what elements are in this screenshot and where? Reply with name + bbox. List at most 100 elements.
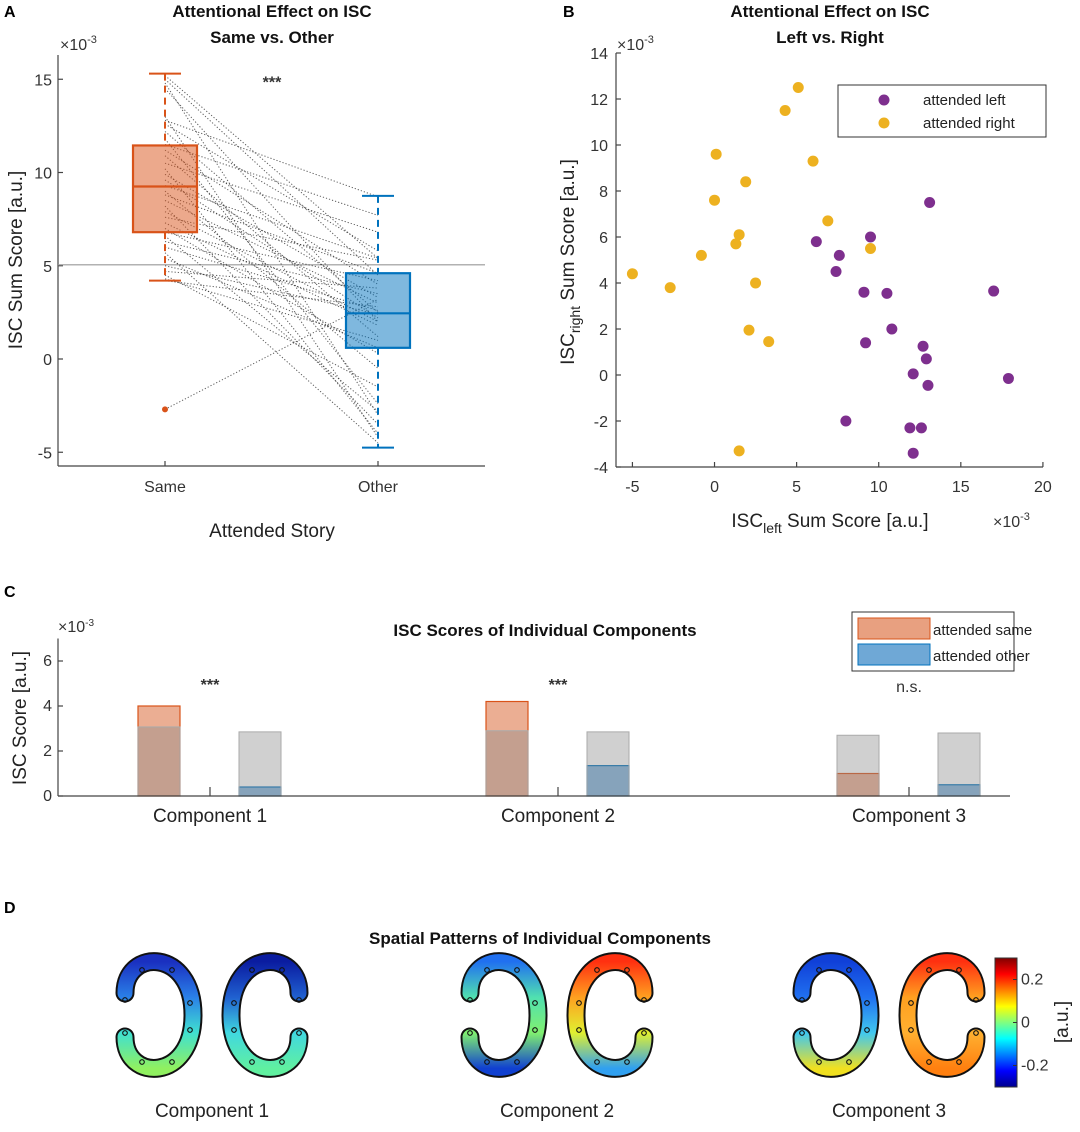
electrode-marker [846,1059,852,1065]
bar-chance-level [586,731,630,797]
electrode-marker [532,1027,538,1033]
electrode-marker [169,967,175,973]
panel-b-y-tick-label: -4 [594,460,608,477]
panel-b-x-axis-label: ISCleft Sum Score [a.u.] [731,511,928,536]
paired-subject-line [164,162,379,233]
bar-chance-level [836,734,880,797]
scatter-point-attended-left [858,286,870,298]
colorbar-tick-label: 0.2 [1021,972,1043,989]
panel-b-y-tick-label: 14 [590,46,608,63]
panel-a-x-tick-label: Other [358,479,399,496]
box-other [344,272,412,349]
bar-chance-level [485,730,529,797]
significance-marker: *** [201,677,220,694]
paired-subject-line [164,173,379,298]
paired-subject-line [164,185,379,259]
panel-c-legend: attended same attended other [851,611,1032,672]
panel-b-y-tick-label: 0 [599,368,608,385]
box-same [131,144,199,234]
paired-subject-line [164,149,379,285]
electrode-marker [122,997,128,1003]
scatter-point-attended-left [833,249,845,261]
scatter-point-attended-right [733,229,745,241]
legend-marker-attended-left [878,94,890,106]
colorbar-tick-label: -0.2 [1021,1058,1049,1075]
legend-swatch-attended-same [857,617,931,640]
legend-label-attended-left: attended left [923,92,1006,109]
electrode-marker [594,1059,600,1065]
electrode-marker [279,967,285,973]
ear-topography [568,954,652,1076]
panel-b-y-axis-label: ISCright Sum Score [a.u.] [558,159,583,365]
paired-subject-line [164,116,379,438]
electrode-marker [973,997,979,1003]
panel-b-x-tick-label: -5 [625,479,639,496]
panel-b-y-tick-label: 2 [599,322,608,339]
panel-a-y-multiplier: ×10-3 [60,34,97,54]
scatter-point-attended-right [822,215,834,227]
electrode-marker [249,967,255,973]
significance-marker: *** [549,677,568,694]
electrode-marker [624,1059,630,1065]
paired-subject-line [164,190,379,369]
paired-subject-line [164,75,379,259]
panel-b-y-tick-label: 8 [599,184,608,201]
paired-subject-line [164,216,379,261]
panel-b-x-multiplier: ×10-3 [993,511,1030,531]
panel-a-y-tick-label: 10 [34,166,52,183]
paired-subject-line [164,78,379,276]
electrode-marker [926,967,932,973]
electrode-marker [467,997,473,1003]
scatter-point-attended-left [881,287,893,299]
panel-c-title: ISC Scores of Individual Components [393,621,696,640]
paired-subject-line [164,235,379,412]
panel-a-title-line1: Attentional Effect on ISC [172,2,371,21]
panel-b-y-tick-label: 10 [590,138,608,155]
ear-topography [794,954,878,1076]
electrode-marker [296,997,302,1003]
bar-attended-same [485,700,529,797]
electrode-marker [187,1000,193,1006]
paired-subject-line [164,200,379,304]
panel-c-x-tick-label: Component 1 [153,806,267,827]
topoplot-right-ear [898,952,986,1078]
electrode-marker [484,1059,490,1065]
paired-subject-line [164,231,379,282]
bar-chance-level [238,731,282,797]
ear-topography [223,954,307,1076]
ear-topography [462,954,546,1076]
panel-b-title-line2: Left vs. Right [776,28,884,47]
panel-a-y-tick-label: 5 [43,259,52,276]
electrode-marker [908,1027,914,1033]
scatter-point-attended-left [810,236,822,248]
electrode-marker [187,1027,193,1033]
electrode-marker [514,967,520,973]
electrode-marker [816,967,822,973]
panel-label-c: C [4,584,16,601]
electrode-marker [532,1000,538,1006]
panel-b-y-tick-label: -2 [594,414,608,431]
scatter-point-attended-left [920,353,932,365]
electrode-marker [576,1027,582,1033]
panel-b-y-multiplier: ×10-3 [617,34,654,54]
electrode-marker [169,1059,175,1065]
topoplot-left-ear [460,952,548,1078]
paired-subject-line [164,138,379,405]
electrode-marker [122,1030,128,1036]
panel-c-x-tick-label: Component 3 [852,806,966,827]
panel-b-legend: attended left attended right [837,84,1047,138]
electrode-marker [799,1030,805,1036]
scatter-point-attended-left [1002,372,1014,384]
electrode-marker [956,1059,962,1065]
scatter-point-attended-right [626,268,638,280]
electrode-marker [816,1059,822,1065]
panel-b-x-tick-label: 15 [952,479,970,496]
electrode-marker [296,1030,302,1036]
paired-subject-line [164,252,379,444]
panel-b-x-tick-label: 0 [710,479,719,496]
topoplot-component-label: Component 3 [832,1101,946,1122]
scatter-point-attended-right [750,277,762,289]
scatter-point-attended-left [840,415,852,427]
box-outlier [162,406,168,413]
panel-a-x-axis-label: Attended Story [209,521,335,542]
